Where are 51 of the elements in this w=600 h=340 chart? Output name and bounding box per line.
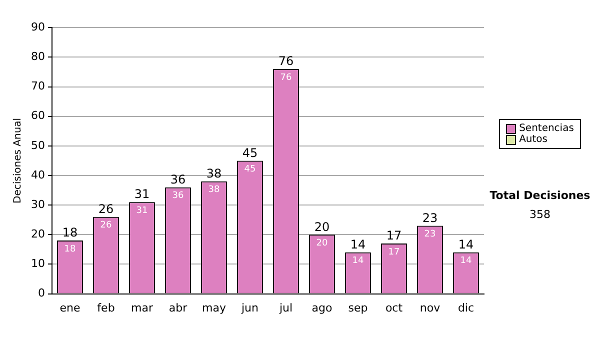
x-tick-label: dic [458,301,474,314]
y-tick-label: 80 [30,50,45,64]
y-tick-label: 70 [30,80,45,93]
y-tick-label: 10 [30,257,45,270]
data-label: 23 [424,230,436,240]
text: Total Decisiones [490,189,590,202]
data-label: 36 [172,191,184,202]
data-label: 38 [208,185,220,196]
y-tick-label: 40 [30,168,45,182]
x-tick-label: jul [278,301,293,314]
y-axis-title: Decisiones Anual [12,118,24,204]
x-tick-label: ago [312,301,332,314]
legend-label: Sentencias [519,123,574,134]
total-label: 45 [242,146,258,160]
y-tick-label: 60 [30,109,45,122]
data-label: 14 [352,256,364,266]
text: 358 [530,208,550,221]
data-label: 20 [316,238,328,248]
x-tick-label: nov [420,301,441,314]
y-tick-label: 50 [30,138,45,152]
x-tick-label: ene [60,301,80,314]
total-label: 20 [314,220,330,234]
total-label: 17 [386,228,402,243]
total-label: 26 [98,202,114,216]
total-label: 36 [170,172,186,186]
total-label: 14 [350,238,366,252]
x-tick-label: oct [385,301,404,314]
y-tick-label: 90 [30,20,45,34]
x-tick-label: jun [240,301,259,314]
x-tick-label: sep [348,301,368,314]
data-label: 14 [460,256,472,266]
total-label: 76 [278,54,294,68]
y-tick-label: 30 [30,198,45,211]
data-label: 31 [136,206,148,216]
x-tick-label: mar [131,301,154,314]
data-label: 76 [280,72,292,83]
legend-label: Autos [519,134,548,145]
data-label: 45 [244,164,256,175]
total-label: 14 [458,238,474,252]
x-tick-label: feb [97,301,115,314]
total-label: 23 [422,210,438,225]
data-label: 17 [388,247,400,258]
y-tick-label: 0 [38,286,45,300]
x-tick-label: abr [168,301,188,314]
data-label: 26 [100,220,112,231]
y-tick-label: 20 [30,228,45,241]
total-label: 18 [62,226,78,240]
total-label: 38 [206,166,222,181]
x-tick-label: may [202,301,226,314]
data-label: 18 [64,244,76,254]
total-label: 31 [134,187,150,202]
